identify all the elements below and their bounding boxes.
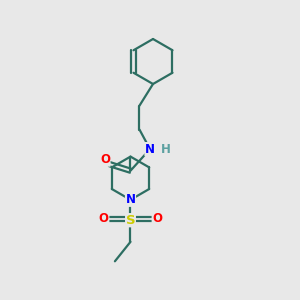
Text: N: N [125,193,136,206]
Text: S: S [126,214,135,227]
Text: N: N [145,142,155,156]
Text: O: O [152,212,162,225]
Text: O: O [99,212,109,225]
Text: O: O [100,153,110,166]
Text: H: H [161,142,170,156]
